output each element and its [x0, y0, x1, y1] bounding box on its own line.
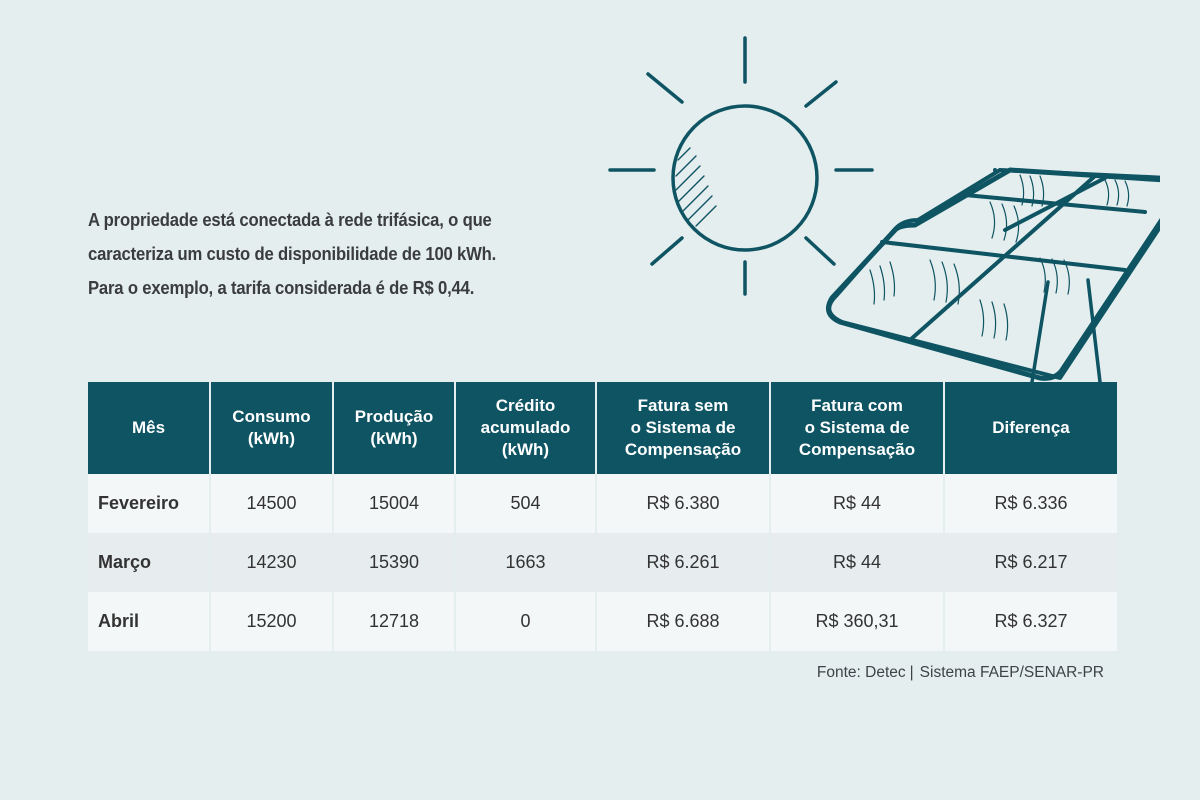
solar-illustration	[608, 36, 1160, 384]
header-credito: Crédito acumulado (kWh)	[454, 382, 596, 474]
table-row: Fevereiro 14500 15004 504 R$ 6.380 R$ 44…	[88, 474, 1117, 533]
cell-fatura-com: R$ 360,31	[769, 592, 944, 651]
cell-consumo: 14230	[209, 533, 333, 592]
source-org: Sistema FAEP/SENAR-PR	[919, 664, 1104, 681]
cell-fatura-sem: R$ 6.688	[595, 592, 770, 651]
cell-credito: 1663	[454, 533, 596, 592]
cell-producao: 15004	[332, 474, 455, 533]
header-fatura-com: Fatura com o Sistema de Compensação	[769, 382, 944, 474]
cell-diferenca: R$ 6.336	[943, 474, 1117, 533]
cell-month: Abril	[88, 592, 210, 651]
source-note: Fonte: Detec | Sistema FAEP/SENAR-PR	[817, 664, 1104, 682]
cell-month: Fevereiro	[88, 474, 210, 533]
header-producao: Produção (kWh)	[332, 382, 455, 474]
cell-fatura-sem: R$ 6.380	[595, 474, 770, 533]
table-header-row: Mês Consumo (kWh) Produção (kWh) Crédito…	[88, 382, 1117, 474]
cell-diferenca: R$ 6.327	[943, 592, 1117, 651]
header-fatura-sem: Fatura sem o Sistema de Compensação	[595, 382, 770, 474]
cell-fatura-sem: R$ 6.261	[595, 533, 770, 592]
table-row: Abril 15200 12718 0 R$ 6.688 R$ 360,31 R…	[88, 592, 1117, 651]
cell-fatura-com: R$ 44	[769, 533, 944, 592]
table-row: Março 14230 15390 1663 R$ 6.261 R$ 44 R$…	[88, 533, 1117, 592]
cell-fatura-com: R$ 44	[769, 474, 944, 533]
cell-credito: 504	[454, 474, 596, 533]
cell-month: Março	[88, 533, 210, 592]
header-diferenca: Diferença	[943, 382, 1117, 474]
intro-line: A propriedade está conectada à rede trif…	[88, 209, 492, 230]
cell-consumo: 14500	[209, 474, 333, 533]
intro-line: caracteriza um custo de disponibilidade …	[88, 243, 497, 264]
source-label: Fonte: Detec	[816, 664, 906, 681]
header-consumo: Consumo (kWh)	[209, 382, 333, 474]
sun-icon	[608, 36, 874, 296]
cell-producao: 12718	[332, 592, 455, 651]
comparison-table: Mês Consumo (kWh) Produção (kWh) Crédito…	[88, 382, 1117, 651]
cell-producao: 15390	[332, 533, 455, 592]
cell-consumo: 15200	[209, 592, 333, 651]
header-mes: Mês	[88, 382, 210, 474]
solar-panel-icon	[825, 167, 1160, 384]
source-separator: |	[909, 664, 914, 681]
cell-credito: 0	[454, 592, 596, 651]
intro-text: A propriedade está conectada à rede trif…	[88, 203, 556, 305]
intro-line: Para o exemplo, a tarifa considerada é d…	[88, 277, 475, 298]
cell-diferenca: R$ 6.217	[943, 533, 1117, 592]
